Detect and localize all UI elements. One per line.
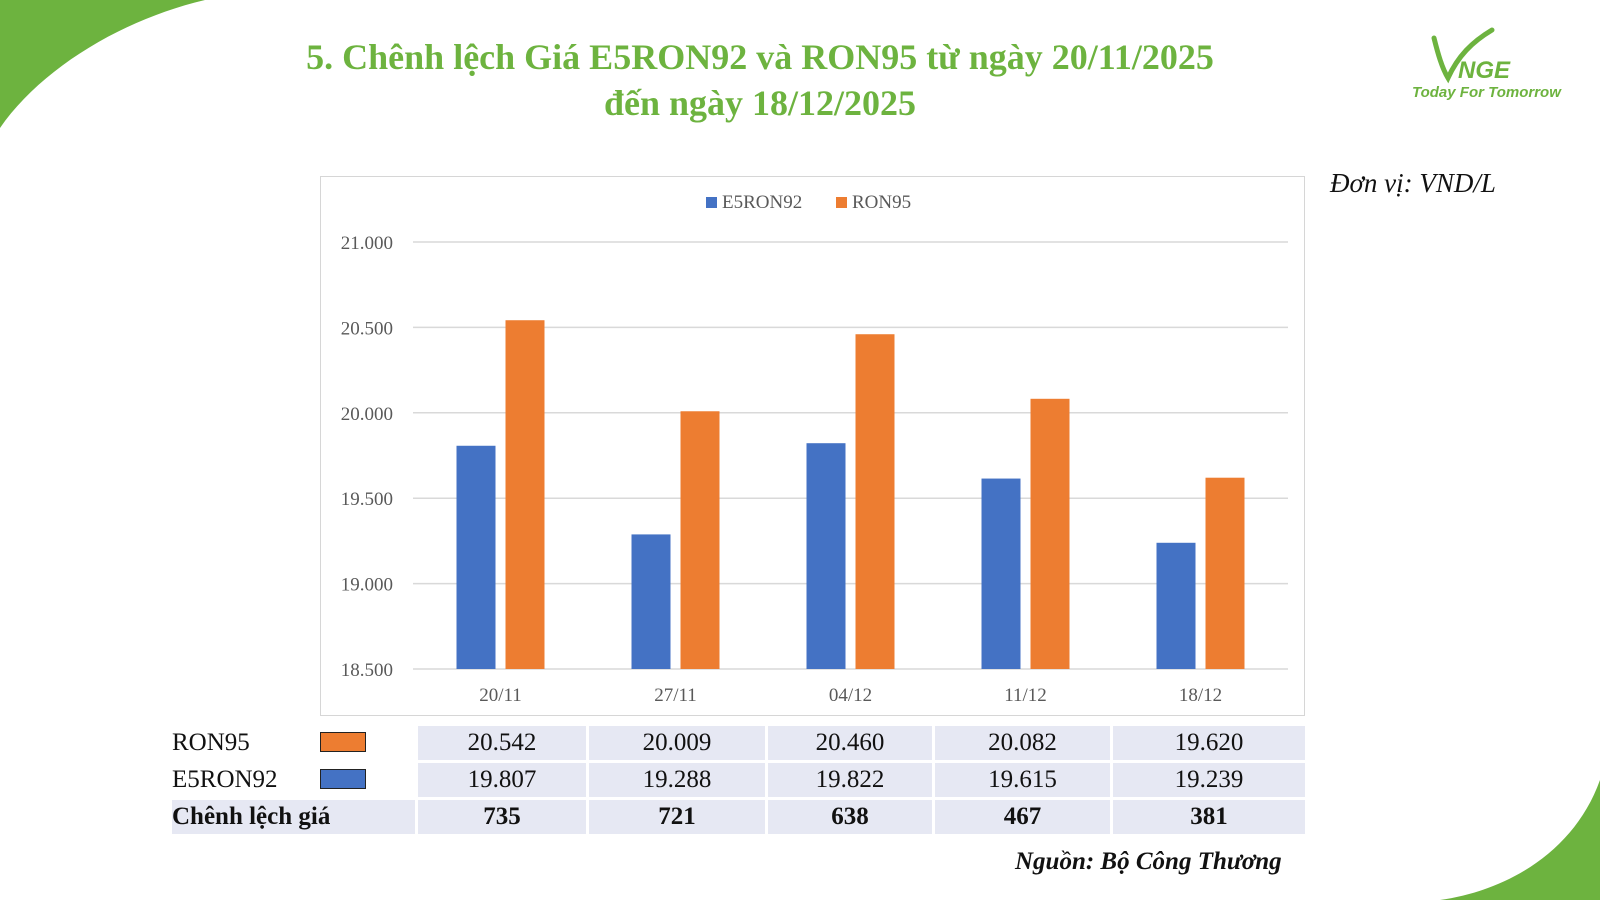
row-label: E5RON92 bbox=[172, 763, 418, 800]
bar-e5ron92-1 bbox=[631, 534, 671, 669]
table-cell: 20.542 bbox=[418, 726, 589, 763]
table-row: Chênh lệch giá 735 721 638 467 381 bbox=[172, 800, 1308, 837]
table-cell: 19.615 bbox=[935, 763, 1113, 800]
legend-label-ron95: RON95 bbox=[852, 192, 911, 213]
y-tick-label: 21.000 bbox=[341, 233, 393, 254]
table-cell: 638 bbox=[768, 800, 935, 837]
bar-ron95-1 bbox=[680, 411, 720, 669]
x-tick-label: 27/11 bbox=[654, 685, 697, 706]
x-tick-label: 11/12 bbox=[1004, 685, 1047, 706]
logo-tagline: Today For Tomorrow bbox=[1412, 84, 1561, 101]
bar-ron95-3 bbox=[1030, 398, 1070, 669]
bar-ron95-4 bbox=[1205, 477, 1245, 669]
corner-decoration-bottom-right bbox=[1440, 780, 1600, 900]
vnge-logo: NGE bbox=[1431, 27, 1511, 84]
table-cell: 20.082 bbox=[935, 726, 1113, 763]
corner-decoration-top-left bbox=[0, 0, 205, 128]
bar-chart: 21.000 20.500 20.000 19.500 19.000 18.500 20/1… bbox=[320, 176, 1305, 716]
table-cell: 20.460 bbox=[768, 726, 935, 763]
page-title: 5. Chênh lệch Giá E5RON92 và RON95 từ ng… bbox=[250, 34, 1270, 126]
y-tick-label: 20.000 bbox=[341, 404, 393, 425]
legend-label-e5ron92: E5RON92 bbox=[722, 192, 802, 213]
legend-swatch bbox=[320, 769, 366, 789]
table-cell: 19.288 bbox=[589, 763, 768, 800]
x-tick-label: 18/12 bbox=[1179, 685, 1222, 706]
chart-plot: 21.000 20.500 20.000 19.500 19.000 18.500 20/1… bbox=[341, 192, 1288, 706]
legend-swatch-e5ron92 bbox=[706, 197, 717, 208]
y-tick-label: 19.500 bbox=[341, 489, 393, 510]
table-cell: 19.620 bbox=[1113, 726, 1308, 763]
x-tick-label: 20/11 bbox=[479, 685, 522, 706]
row-label-text: RON95 bbox=[172, 729, 250, 756]
svg-text:NGE: NGE bbox=[1458, 57, 1511, 84]
y-tick-label: 19.000 bbox=[341, 575, 393, 596]
table-row: E5RON92 19.807 19.288 19.822 19.615 19.239 bbox=[172, 763, 1308, 800]
x-tick-label: 04/12 bbox=[829, 685, 872, 706]
bar-ron95-0 bbox=[505, 320, 545, 669]
bar-e5ron92-3 bbox=[981, 478, 1021, 669]
table-cell: 19.822 bbox=[768, 763, 935, 800]
table-cell: 467 bbox=[935, 800, 1113, 837]
unit-label: Đơn vị: VND/L bbox=[1330, 168, 1496, 198]
legend-swatch bbox=[320, 732, 366, 752]
table-cell: 721 bbox=[589, 800, 768, 837]
bar-e5ron92-2 bbox=[806, 443, 846, 669]
table-cell: 381 bbox=[1113, 800, 1308, 837]
page-title-line-2: đến ngày 18/12/2025 bbox=[603, 83, 917, 123]
y-tick-label: 20.500 bbox=[341, 318, 393, 339]
table-row: RON95 20.542 20.009 20.460 20.082 19.620 bbox=[172, 726, 1308, 763]
table-cell: 20.009 bbox=[589, 726, 768, 763]
row-label: Chênh lệch giá bbox=[172, 800, 418, 837]
bar-ron95-2 bbox=[855, 334, 895, 669]
source-note: Nguồn: Bộ Công Thương bbox=[1015, 848, 1282, 875]
legend-swatch-ron95 bbox=[836, 197, 847, 208]
bar-e5ron92-4 bbox=[1156, 542, 1196, 669]
y-tick-label: 18.500 bbox=[341, 660, 393, 681]
row-label: RON95 bbox=[172, 726, 418, 763]
price-table: RON95 20.542 20.009 20.460 20.082 19.620 E5RON… bbox=[172, 726, 1308, 837]
row-label-text: E5RON92 bbox=[172, 766, 278, 793]
row-label-text: Chênh lệch giá bbox=[172, 803, 331, 830]
table-cell: 735 bbox=[418, 800, 589, 837]
table-cell: 19.239 bbox=[1113, 763, 1308, 800]
table-cell: 19.807 bbox=[418, 763, 589, 800]
bar-e5ron92-0 bbox=[456, 445, 496, 669]
page-title-line-1: 5. Chênh lệch Giá E5RON92 và RON95 từ ng… bbox=[306, 37, 1214, 77]
